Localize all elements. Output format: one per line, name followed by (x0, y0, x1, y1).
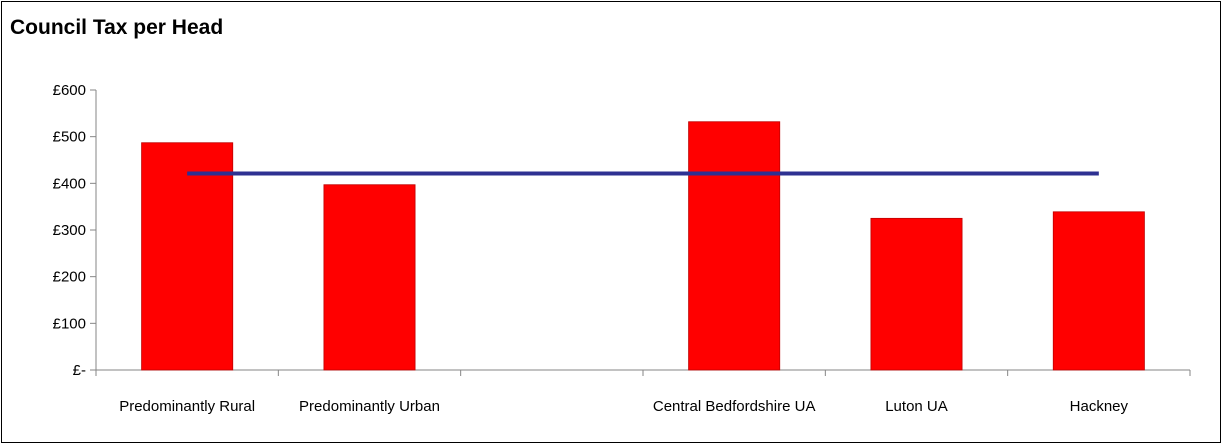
bar (1052, 211, 1145, 371)
y-tick-label: £400 (53, 175, 86, 192)
bar (688, 121, 781, 371)
bar (870, 217, 963, 371)
y-tick-label: £300 (53, 222, 86, 239)
chart-title: Council Tax per Head (10, 16, 224, 39)
y-tick-label: £600 (53, 82, 86, 99)
y-tick-label: £- (73, 362, 86, 379)
y-tick-label: £500 (53, 129, 86, 146)
x-tick-label: Luton UA (885, 398, 948, 415)
x-tick-label: Predominantly Urban (299, 398, 440, 415)
y-tick-label: £100 (53, 315, 86, 332)
bars-group (141, 121, 1145, 371)
x-tick-label: Hackney (1070, 398, 1129, 415)
x-tick-label: Predominantly Rural (119, 398, 255, 415)
bar (141, 142, 234, 371)
chart-axes (90, 89, 1191, 376)
x-tick-label: Central Bedfordshire UA (653, 398, 816, 415)
labels-group: £- £100 £200 £300 £400 £500 £600 Predominantly … (53, 82, 1129, 415)
y-tick-label: £200 (53, 269, 86, 286)
bar (323, 184, 416, 371)
